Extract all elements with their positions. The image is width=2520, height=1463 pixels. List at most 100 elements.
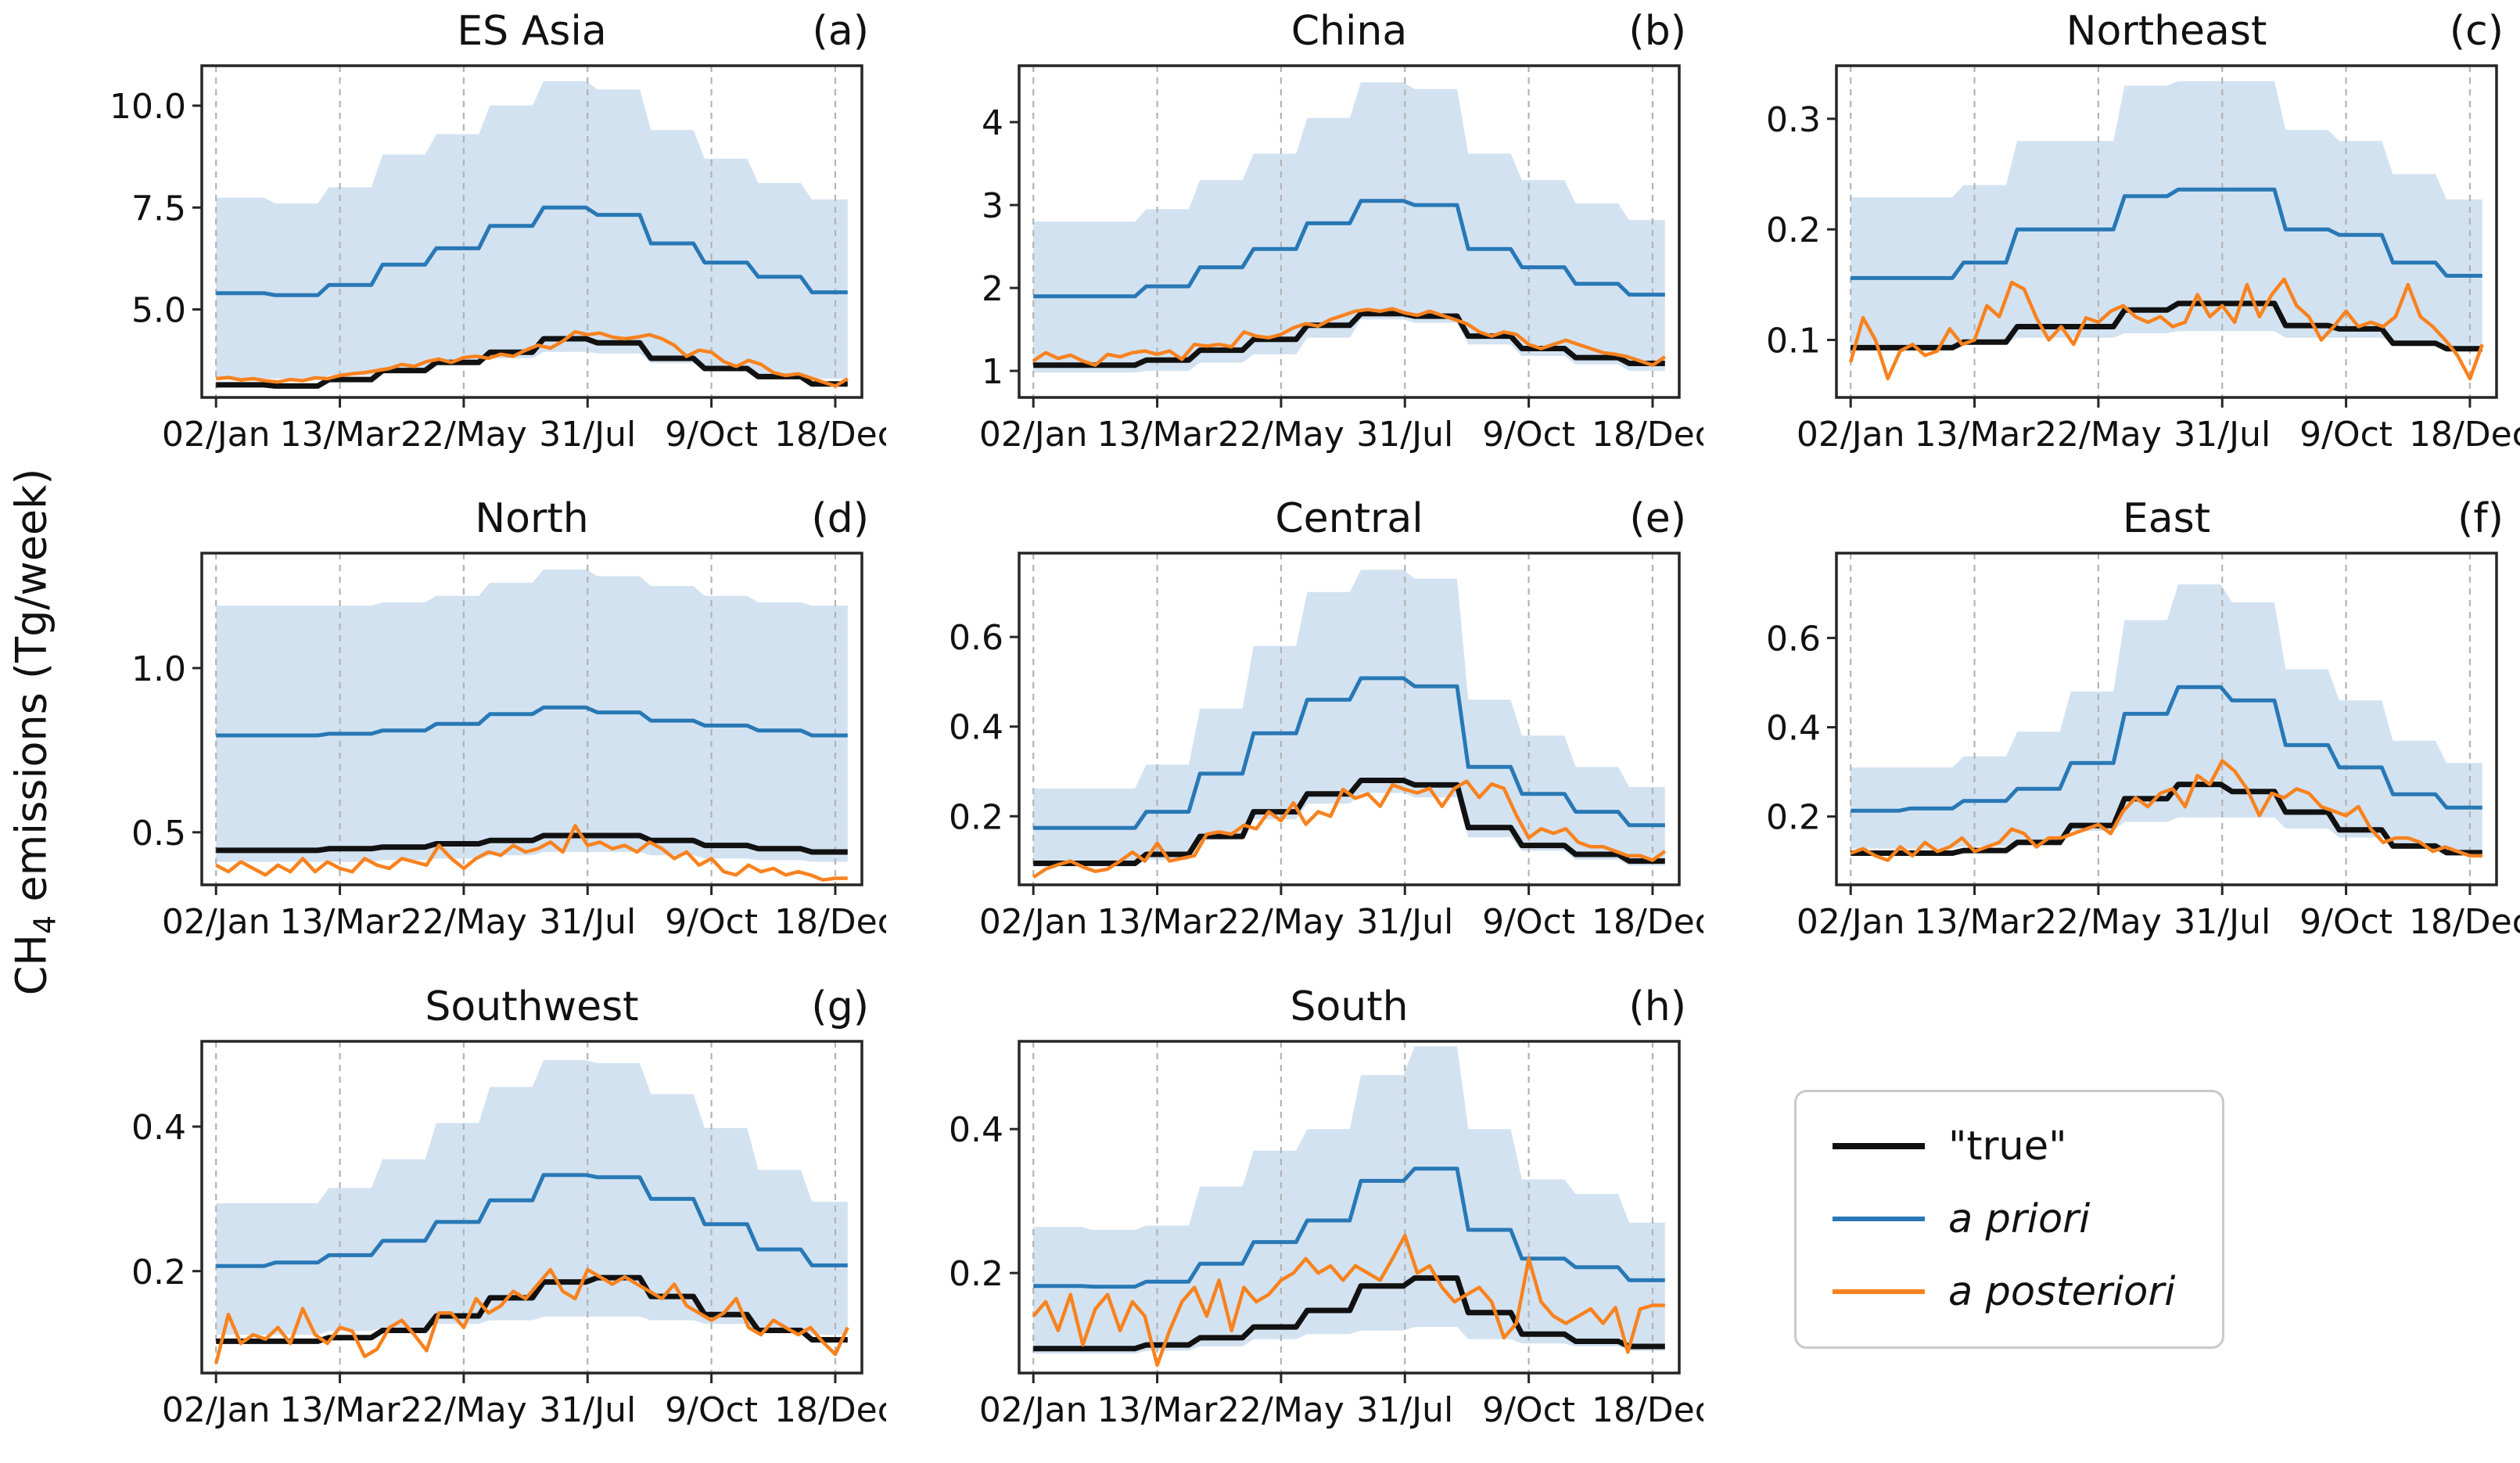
x-tick-label: 9/Oct [2299, 415, 2393, 455]
x-tick-label: 13/Mar [280, 1390, 401, 1430]
y-tick-label: 3 [982, 186, 1003, 226]
prior-uncertainty-band [216, 81, 848, 379]
x-tick-label: 22/May [400, 902, 527, 942]
panel-index-label: (b) [1628, 8, 1686, 55]
a-priori-line [1851, 685, 2482, 814]
plot-area: 5.0 7.5 10.0 02/Jan 13/Mar 22/May 31/Jul 9/Oct 1… [109, 64, 886, 455]
panel-header: Central (e) [886, 487, 1703, 547]
y-tick-label: 10.0 [109, 87, 186, 127]
x-tick-label: 02/Jan [979, 1390, 1088, 1430]
panel-title: China [1291, 8, 1408, 55]
x-tick-label: 02/Jan [162, 1390, 271, 1430]
x-tick-label: 31/Jul [1356, 415, 1453, 455]
a-posteriori-line [214, 1267, 849, 1364]
true-line [1033, 1274, 1665, 1351]
legend-label: "true" [1948, 1123, 2067, 1170]
a-priori-line [1033, 676, 1665, 831]
y-tick-label: 0.2 [1766, 798, 1821, 838]
y-tick-label: 1.0 [131, 649, 186, 689]
panel-header: ES Asia (a) [69, 0, 886, 59]
legend-item: a posteriori [1833, 1272, 2186, 1312]
panel-index-label: (a) [812, 8, 869, 55]
legend-label: a posteriori [1948, 1268, 2176, 1315]
prior-uncertainty-band [1851, 81, 2482, 351]
x-tick-label: 22/May [1218, 415, 1344, 455]
panel-header: Southwest (g) [69, 976, 886, 1035]
a-posteriori-line [1032, 307, 1667, 367]
y-tick-label: 0.2 [1766, 210, 1821, 250]
plot-area: 1 2 3 4 02/Jan 13/Mar 22/May 31/Jul 9/Oct 18/Dec [979, 64, 1703, 455]
a-priori-line [1851, 187, 2482, 280]
a-priori-line [1033, 1166, 1665, 1289]
y-axis-label-text: CH4 emissions (Tg/week) [7, 468, 63, 995]
plot-area: 0.1 0.2 0.3 02/Jan 13/Mar 22/May 31/Jul 9/Oct 18… [1766, 64, 2520, 455]
legend: "true" a priori a posteriori [1794, 1089, 2224, 1349]
panel-index-label: (d) [811, 495, 869, 543]
x-tick-label: 22/May [1218, 902, 1344, 942]
plot-area: 0.2 0.4 02/Jan 13/Mar 22/May 31/Jul 9/Oct 18/De… [131, 1039, 886, 1430]
panel-header: Northeast (c) [1703, 0, 2520, 59]
y-tick-label: 0.4 [949, 708, 1003, 748]
panel-index-label: (e) [1629, 495, 1686, 543]
x-tick-label: 13/Mar [1097, 902, 1219, 942]
x-tick-label: 18/Dec [774, 415, 886, 455]
panel-index-label: (f) [2457, 495, 2504, 543]
legend-item: a priori [1833, 1199, 2186, 1239]
ylabel-prefix: CH [6, 933, 56, 995]
panel-title: Northeast [2066, 8, 2267, 55]
x-tick-label: 22/May [400, 1390, 527, 1430]
y-tick-label: 0.4 [1766, 709, 1821, 749]
plot-area: 0.2 0.4 0.6 02/Jan 13/Mar 22/May 31/Jul 9/Oct 18… [1766, 552, 2520, 942]
panel-index-label: (g) [811, 983, 869, 1030]
panel-header: North (d) [69, 487, 886, 547]
a-posteriori-line [1032, 779, 1667, 879]
x-tick-label: 02/Jan [162, 415, 271, 455]
x-tick-label: 9/Oct [1482, 902, 1575, 942]
plot-frame [1018, 552, 1681, 887]
x-tick-label: 13/Mar [280, 415, 401, 455]
chart-panel: South (h) 0.2 0.4 02/Jan 13/Mar 22/May 31/Jul… [886, 976, 1703, 1463]
true-line [1033, 778, 1665, 867]
a-posteriori-line [215, 824, 848, 882]
x-tick-label: 31/Jul [539, 1390, 636, 1430]
x-tick-label: 18/Dec [1592, 415, 1703, 455]
panels-grid: ES Asia (a) 5.0 7.5 10.0 02/Jan 13/Mar 22/May… [69, 0, 2520, 1463]
a-priori-line [216, 1173, 848, 1268]
y-tick-label: 4 [982, 103, 1003, 143]
ylabel-subscript: 4 [27, 915, 63, 934]
x-tick-label: 13/Mar [1915, 415, 2036, 455]
plot-frame [200, 64, 863, 399]
x-tick-label: 02/Jan [162, 902, 271, 942]
x-tick-label: 9/Oct [2299, 902, 2393, 942]
panel-title: ES Asia [457, 8, 607, 55]
x-tick-label: 22/May [2035, 902, 2162, 942]
x-tick-label: 9/Oct [665, 902, 758, 942]
x-tick-label: 18/Dec [1592, 902, 1703, 942]
x-tick-label: 13/Mar [280, 902, 401, 942]
a-priori-line [216, 706, 848, 738]
y-tick-label: 7.5 [131, 189, 186, 228]
panel-header: China (b) [886, 0, 1703, 59]
x-tick-label: 18/Dec [774, 1390, 886, 1430]
x-tick-label: 18/Dec [1592, 1390, 1703, 1430]
x-tick-label: 18/Dec [2409, 902, 2520, 942]
plot-frame [1018, 64, 1681, 399]
x-tick-label: 02/Jan [979, 902, 1088, 942]
panel-index-label: (c) [2449, 8, 2504, 55]
x-tick-label: 9/Oct [665, 415, 758, 455]
x-tick-label: 31/Jul [2174, 415, 2271, 455]
x-tick-label: 31/Jul [1356, 1390, 1453, 1430]
y-tick-label: 0.2 [949, 798, 1003, 838]
panel-header: East (f) [1703, 487, 2520, 547]
legend-label: a priori [1948, 1195, 2091, 1242]
x-tick-label: 31/Jul [1356, 902, 1453, 942]
y-tick-label: 0.5 [131, 814, 186, 854]
x-tick-label: 18/Dec [2409, 415, 2520, 455]
true-line [216, 832, 848, 855]
prior-uncertainty-band [1851, 584, 2482, 851]
y-tick-label: 0.4 [131, 1108, 186, 1148]
x-tick-label: 22/May [400, 415, 527, 455]
x-tick-label: 9/Oct [1482, 1390, 1575, 1430]
y-tick-label: 0.4 [949, 1110, 1003, 1150]
